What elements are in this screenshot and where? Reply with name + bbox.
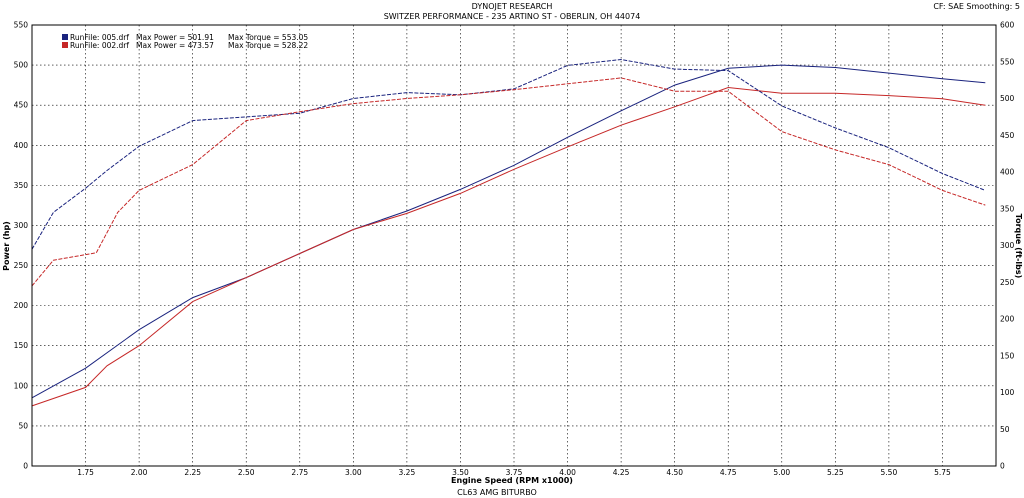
legend-torque-002: Max Torque = 528.22 [228,41,308,50]
legend-torque-005: Max Torque = 553.05 [228,33,308,42]
y-left-tick-label: 350 [14,181,29,190]
legend: RunFile: 005.drf Max Power = 501.91 Max … [62,33,308,50]
legend-file-002: RunFile: 002.drf [70,41,129,50]
legend-swatch-002 [62,42,68,48]
y-right-tick-label: 400 [1000,168,1015,177]
legend-file-005: RunFile: 005.drf [70,33,129,42]
y-right-tick-label: 600 [1000,21,1015,30]
plot-frame [31,24,997,467]
legend-swatch-005 [62,34,68,40]
x-tick-label: 2.75 [291,468,308,477]
x-tick-label: 5.25 [827,468,844,477]
y-right-tick-label: 0 [1000,462,1005,471]
legend-power-002: Max Power = 473.57 [136,41,214,50]
y-left-tick-label: 250 [14,261,29,270]
chart-title: DYNOJET RESEARCH [472,2,553,11]
x-axis-label: Engine Speed (RPM x1000) [451,476,573,485]
y-left-tick-label: 150 [14,341,29,350]
x-tick-label: 3.75 [506,468,523,477]
y-right-tick-label: 50 [1000,425,1010,434]
power-line-1 [31,86,986,407]
x-tick-label: 5.75 [934,468,951,477]
y-right-tick-label: 350 [1000,204,1015,213]
x-tick-label: 3.25 [399,468,416,477]
x-tick-label: 2.00 [131,468,148,477]
y-right-tick-label: 250 [1000,278,1015,287]
y-right-tick-label: 500 [1000,94,1015,103]
y-left-tick-label: 100 [14,381,29,390]
tick-labels: 1.75 2.00 2.25 2.50 2.75 3.00 3.25 3.50 3.75 4.00… [14,21,1015,478]
y-axis-right-label: Torque (ft-lbs) [1014,214,1023,279]
torque-line-3 [31,77,986,287]
y-right-tick-label: 300 [1000,241,1015,250]
y-left-tick-label: 450 [14,101,29,110]
vehicle-label: CL63 AMG BITURBO [457,488,537,497]
y-left-tick-label: 500 [14,61,29,70]
x-tick-label: 4.50 [666,468,683,477]
y-right-tick-label: 150 [1000,351,1015,360]
series-lines [31,58,986,407]
x-tick-label: 4.25 [613,468,630,477]
x-tick-label: 1.75 [77,468,94,477]
x-tick-label: 3.50 [452,468,469,477]
y-right-tick-label: 100 [1000,388,1015,397]
x-tick-label: 3.00 [345,468,362,477]
y-left-tick-label: 200 [14,301,29,310]
x-tick-label: 2.50 [238,468,255,477]
y-left-tick-label: 400 [14,141,29,150]
torque-line-2 [31,58,986,250]
x-tick-label: 4.00 [559,468,576,477]
x-tick-label: 5.50 [881,468,898,477]
y-left-tick-label: 0 [23,462,28,471]
y-right-tick-label: 550 [1000,57,1015,66]
x-tick-label: 4.75 [720,468,737,477]
correction-factor-label: CF: SAE Smoothing: 5 [933,2,1020,11]
y-axis-left-label: Power (hp) [2,221,11,271]
y-left-tick-label: 550 [14,21,29,30]
legend-power-005: Max Power = 501.91 [136,33,214,42]
y-right-tick-label: 200 [1000,315,1015,324]
grid [32,25,996,466]
x-tick-label: 5.00 [773,468,790,477]
y-left-tick-label: 50 [18,421,28,430]
y-left-tick-label: 300 [14,221,29,230]
y-right-tick-label: 450 [1000,131,1015,140]
power-line-0 [31,64,986,399]
x-tick-label: 2.25 [184,468,201,477]
chart-subtitle: SWITZER PERFORMANCE - 235 ARTINO ST - OB… [384,12,641,21]
